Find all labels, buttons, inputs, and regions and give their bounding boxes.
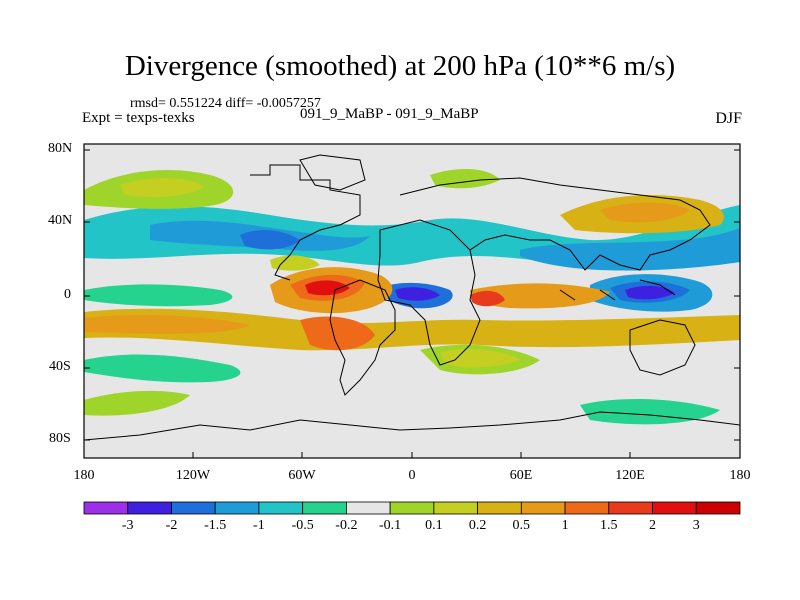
field-neg-core-america [240,229,300,250]
colorbar-box [127,501,172,515]
colorbar-box [258,501,304,515]
colorbar-label: -1 [253,518,265,533]
colorbar-label: -0.5 [291,518,314,533]
colorbar-box [83,501,129,515]
field-pos-south-tropics-core [84,314,250,334]
field-neg-band-east [520,228,740,271]
field-neg-southern-ocean [580,398,720,425]
colorbar-label: 0.2 [468,518,487,533]
lon-label-120e: 120E [615,468,645,483]
colorbar-box [477,501,522,515]
lon-label-60e: 60E [509,468,533,483]
coast-greenland [299,154,366,191]
coast-antarctica [84,411,740,441]
field-pos-north-pacific-core [120,177,205,197]
colorbar-label: -0.2 [335,518,358,533]
field-pos-mid-south-core [440,349,520,368]
colorbar-box [520,501,566,515]
lon-label-180e: 180 [729,468,751,483]
colorbar-box [564,501,610,515]
colorbar-label: 0.1 [425,518,443,533]
colorbar-box [608,501,653,515]
field-pos-southwest [84,390,190,416]
colorbar-label: -3 [121,518,134,533]
colorbar-label: 2 [649,518,656,533]
lon-ticks [83,452,741,458]
coast-australia [629,319,696,376]
field-pos-indian-ocean-core [470,290,505,307]
colorbar-box [171,501,216,515]
colorbar-box [433,501,478,515]
lon-label-120w: 120W [175,468,211,483]
colorbar-box [389,501,435,515]
field-pos-indian-ocean [470,283,610,309]
field-pos-subtropic [270,255,320,271]
colorbar-box [214,501,260,515]
coast-north-america [250,164,361,281]
model-label: 091_9_MaBP - 091_9_MaBP [300,106,479,122]
lon-label-0: 0 [408,468,416,483]
lon-label-60w: 60W [288,468,316,483]
lon-label-180w: 180 [73,468,95,483]
field-pos-north-eurasia-core [600,202,690,223]
field-pos-south-tropics-band [84,308,740,351]
map-title: Divergence (smoothed) at 200 hPa (10**6 … [124,50,676,82]
colorbar-label: -2 [165,518,178,533]
lat-label-80n: 80N [48,141,73,156]
field-neg-eq-pacific-max [625,285,675,300]
colorbar-label: 3 [692,518,700,533]
colorbar [83,501,741,515]
field-neg-south [84,354,241,383]
colorbar-label: 1 [561,518,569,533]
field-neg-eq-africa-core [395,287,440,301]
lat-label-40n: 40N [48,213,73,228]
coast-eurasia [399,177,711,271]
lat-label-80s: 80S [49,431,71,446]
season-label: DJF [715,110,742,127]
colorbar-label: 1.5 [600,518,618,533]
lat-label-40s: 40S [49,359,71,374]
coastlines [84,154,740,441]
coast-islands [559,279,676,301]
colorbar-label: 0.5 [512,518,531,533]
coast-south-america [329,279,396,396]
lat-label-0: 0 [64,287,71,302]
colorbar-box [345,501,391,515]
colorbar-box [652,501,697,515]
coast-africa [377,219,481,366]
lat-ticks [84,149,740,441]
field-pos-equator-atlantic-core [305,280,350,296]
colorbar-label: -0.1 [379,518,402,533]
field-pos-africa-north [430,168,500,189]
field-pos-south-america [300,316,375,351]
colorbar-box [302,501,347,515]
divergence-field [84,168,740,425]
rmsd-diff-stats: rmsd= 0.551224 diff= -0.0057257 [130,96,321,111]
colorbar-label: -1.5 [204,518,227,533]
colorbar-box [695,501,741,515]
experiment-label: Expt = texps-texks [82,110,195,126]
field-neg-pacific-tropics [84,284,233,307]
